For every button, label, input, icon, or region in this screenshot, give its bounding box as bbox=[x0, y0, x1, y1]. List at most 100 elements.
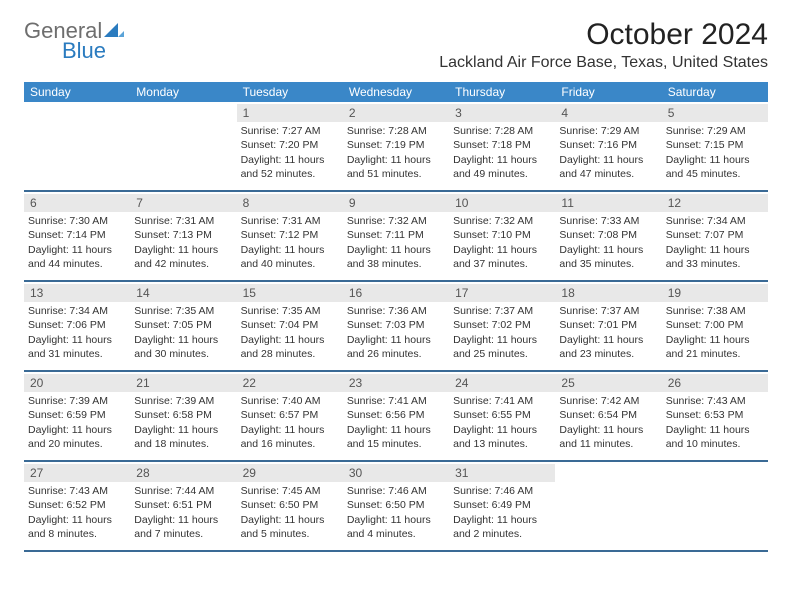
daylight1-line: Daylight: 11 hours bbox=[347, 513, 445, 527]
weekday-friday: Friday bbox=[555, 82, 661, 102]
weekday-monday: Monday bbox=[130, 82, 236, 102]
sunset-line: Sunset: 6:58 PM bbox=[134, 408, 232, 422]
sunset-line: Sunset: 6:59 PM bbox=[28, 408, 126, 422]
day-number: 23 bbox=[349, 376, 362, 390]
sunset-line: Sunset: 6:56 PM bbox=[347, 408, 445, 422]
day-cell: 29Sunrise: 7:45 AMSunset: 6:50 PMDayligh… bbox=[237, 462, 343, 550]
daylight2-line: and 38 minutes. bbox=[347, 257, 445, 271]
sunset-line: Sunset: 6:57 PM bbox=[241, 408, 339, 422]
sunrise-line: Sunrise: 7:35 AM bbox=[241, 304, 339, 318]
day-number-row: 6 bbox=[24, 194, 130, 212]
day-number-row: 18 bbox=[555, 284, 661, 302]
daylight1-line: Daylight: 11 hours bbox=[28, 333, 126, 347]
day-number-row: 10 bbox=[449, 194, 555, 212]
sunrise-line: Sunrise: 7:44 AM bbox=[134, 484, 232, 498]
daylight2-line: and 21 minutes. bbox=[666, 347, 764, 361]
daylight2-line: and 30 minutes. bbox=[134, 347, 232, 361]
location: Lackland Air Force Base, Texas, United S… bbox=[439, 54, 768, 72]
day-number: 12 bbox=[668, 196, 681, 210]
day-cell: 28Sunrise: 7:44 AMSunset: 6:51 PMDayligh… bbox=[130, 462, 236, 550]
logo: GeneralBlue bbox=[24, 18, 124, 64]
sunrise-line: Sunrise: 7:40 AM bbox=[241, 394, 339, 408]
day-number: 25 bbox=[561, 376, 574, 390]
day-number: 7 bbox=[136, 196, 143, 210]
daylight1-line: Daylight: 11 hours bbox=[347, 153, 445, 167]
day-number-row: 24 bbox=[449, 374, 555, 392]
day-number: 27 bbox=[30, 466, 43, 480]
day-cell: 15Sunrise: 7:35 AMSunset: 7:04 PMDayligh… bbox=[237, 282, 343, 370]
day-cell: 1Sunrise: 7:27 AMSunset: 7:20 PMDaylight… bbox=[237, 102, 343, 190]
day-number-row: 1 bbox=[237, 104, 343, 122]
day-number-row: 29 bbox=[237, 464, 343, 482]
day-number: 1 bbox=[243, 106, 250, 120]
day-number: 11 bbox=[561, 196, 573, 210]
daylight1-line: Daylight: 11 hours bbox=[559, 153, 657, 167]
day-number: 3 bbox=[455, 106, 462, 120]
day-number: 22 bbox=[243, 376, 256, 390]
sunrise-line: Sunrise: 7:32 AM bbox=[347, 214, 445, 228]
sunrise-line: Sunrise: 7:36 AM bbox=[347, 304, 445, 318]
day-number-row: 20 bbox=[24, 374, 130, 392]
daylight1-line: Daylight: 11 hours bbox=[134, 513, 232, 527]
sunset-line: Sunset: 7:01 PM bbox=[559, 318, 657, 332]
sunrise-line: Sunrise: 7:46 AM bbox=[347, 484, 445, 498]
weeks-container: 1 Sunrise: 7:27 AMSunset: 7:20 PM Daylight… bbox=[24, 102, 768, 552]
daylight2-line: and 16 minutes. bbox=[241, 437, 339, 451]
daylight2-line: and 51 minutes. bbox=[347, 167, 445, 181]
day-number: 20 bbox=[30, 376, 43, 390]
daylight2-line: and 47 minutes. bbox=[559, 167, 657, 181]
day-cell: 24Sunrise: 7:41 AMSunset: 6:55 PMDayligh… bbox=[449, 372, 555, 460]
day-number: 4 bbox=[561, 106, 568, 120]
logo-triangle-icon bbox=[104, 23, 124, 42]
day-cell: 9Sunrise: 7:32 AMSunset: 7:11 PMDaylight… bbox=[343, 192, 449, 280]
sunrise-line: Sunrise: 7:31 AM bbox=[134, 214, 232, 228]
sunrise-line: Sunrise: 7:29 AM bbox=[666, 124, 764, 138]
day-number-row: 17 bbox=[449, 284, 555, 302]
sunrise-line: Sunrise: 7:34 AM bbox=[666, 214, 764, 228]
daylight1-line: Daylight: 11 hours bbox=[666, 423, 764, 437]
day-number: 19 bbox=[668, 286, 681, 300]
sunrise-line: Sunrise: 7:33 AM bbox=[559, 214, 657, 228]
month-title: October 2024 bbox=[439, 18, 768, 52]
sunrise-line: Sunrise: 7:29 AM bbox=[559, 124, 657, 138]
daylight1-line: Daylight: 11 hours bbox=[666, 243, 764, 257]
day-cell: 20Sunrise: 7:39 AMSunset: 6:59 PMDayligh… bbox=[24, 372, 130, 460]
day-number-row: 7 bbox=[130, 194, 236, 212]
daylight1-line: Daylight: 11 hours bbox=[453, 333, 551, 347]
sunset-line: Sunset: 6:51 PM bbox=[134, 498, 232, 512]
day-cell-empty bbox=[662, 462, 768, 550]
sunrise-line: Sunrise: 7:37 AM bbox=[453, 304, 551, 318]
daylight1-line: Daylight: 11 hours bbox=[559, 243, 657, 257]
daylight1-line: Daylight: 11 hours bbox=[241, 513, 339, 527]
sunrise-line: Sunrise: 7:27 AM bbox=[241, 124, 339, 138]
day-cell: 10Sunrise: 7:32 AMSunset: 7:10 PMDayligh… bbox=[449, 192, 555, 280]
sunrise-line: Sunrise: 7:41 AM bbox=[347, 394, 445, 408]
sunrise-line: Sunrise: 7:35 AM bbox=[134, 304, 232, 318]
sunset-line: Sunset: 7:14 PM bbox=[28, 228, 126, 242]
day-cell: 30Sunrise: 7:46 AMSunset: 6:50 PMDayligh… bbox=[343, 462, 449, 550]
day-number: 15 bbox=[243, 286, 256, 300]
day-number-row: 5 bbox=[662, 104, 768, 122]
day-number: 16 bbox=[349, 286, 362, 300]
day-number: 17 bbox=[455, 286, 468, 300]
daylight1-line: Daylight: 11 hours bbox=[453, 153, 551, 167]
week-row: 20Sunrise: 7:39 AMSunset: 6:59 PMDayligh… bbox=[24, 372, 768, 462]
sunrise-line: Sunrise: 7:37 AM bbox=[559, 304, 657, 318]
weekday-tuesday: Tuesday bbox=[237, 82, 343, 102]
day-number: 2 bbox=[349, 106, 356, 120]
day-number-row: 11 bbox=[555, 194, 661, 212]
day-number: 6 bbox=[30, 196, 37, 210]
day-number: 13 bbox=[30, 286, 43, 300]
sunset-line: Sunset: 7:16 PM bbox=[559, 138, 657, 152]
day-number-row: 23 bbox=[343, 374, 449, 392]
day-cell-empty bbox=[555, 462, 661, 550]
daylight1-line: Daylight: 11 hours bbox=[134, 243, 232, 257]
day-cell: 19Sunrise: 7:38 AMSunset: 7:00 PMDayligh… bbox=[662, 282, 768, 370]
day-number: 30 bbox=[349, 466, 362, 480]
daylight2-line: and 26 minutes. bbox=[347, 347, 445, 361]
daylight1-line: Daylight: 11 hours bbox=[347, 333, 445, 347]
sunset-line: Sunset: 7:06 PM bbox=[28, 318, 126, 332]
day-number-row: 4 bbox=[555, 104, 661, 122]
sunset-line: Sunset: 7:20 PM bbox=[241, 138, 339, 152]
sunrise-line: Sunrise: 7:38 AM bbox=[666, 304, 764, 318]
